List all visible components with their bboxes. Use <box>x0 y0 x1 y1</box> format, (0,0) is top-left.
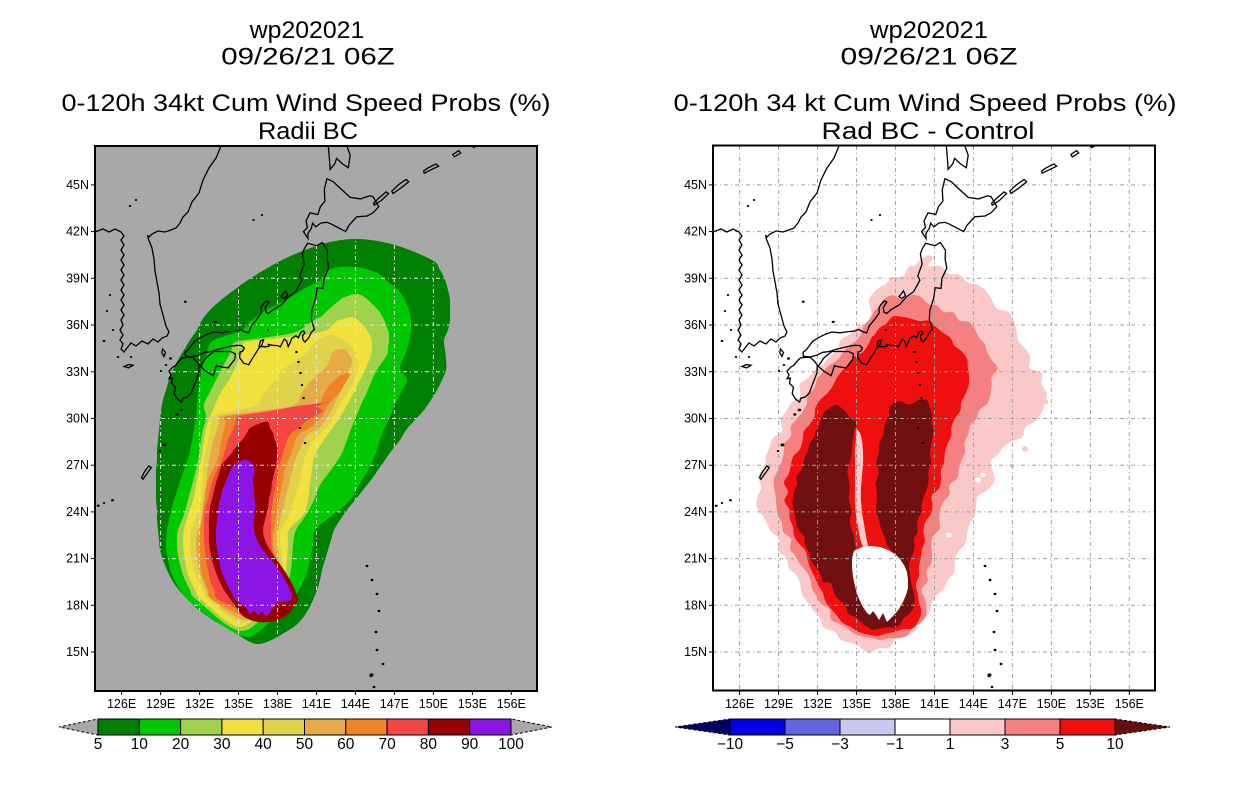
svg-text:141E: 141E <box>302 697 331 711</box>
svg-text:15N: 15N <box>684 645 707 659</box>
svg-text:09/26/21 06Z: 09/26/21 06Z <box>841 44 1018 71</box>
svg-text:90: 90 <box>461 736 479 753</box>
svg-text:3: 3 <box>1001 736 1010 753</box>
svg-text:132E: 132E <box>185 697 214 711</box>
svg-text:45N: 45N <box>684 178 707 192</box>
svg-text:24N: 24N <box>66 505 89 519</box>
svg-text:Radii BC: Radii BC <box>258 118 358 145</box>
svg-text:−3: −3 <box>831 736 849 753</box>
svg-text:126E: 126E <box>107 697 136 711</box>
svg-text:21N: 21N <box>66 552 89 566</box>
svg-text:−1: −1 <box>886 736 904 753</box>
svg-text:70: 70 <box>378 736 396 753</box>
svg-text:60: 60 <box>337 736 355 753</box>
svg-text:24N: 24N <box>684 505 707 519</box>
svg-text:18N: 18N <box>684 598 707 612</box>
svg-text:27N: 27N <box>684 458 707 472</box>
svg-text:wp202021: wp202021 <box>869 17 988 44</box>
svg-text:30: 30 <box>213 736 231 753</box>
svg-text:15N: 15N <box>66 645 89 659</box>
svg-text:156E: 156E <box>1115 697 1144 711</box>
svg-text:−5: −5 <box>776 736 794 753</box>
svg-text:147E: 147E <box>380 697 409 711</box>
svg-text:5: 5 <box>94 736 103 753</box>
svg-text:Rad BC - Control: Rad BC - Control <box>822 118 1035 145</box>
svg-text:36N: 36N <box>684 318 707 332</box>
svg-text:0-120h 34kt Cum Wind Speed Pro: 0-120h 34kt Cum Wind Speed Probs (%) <box>62 90 551 117</box>
svg-text:135E: 135E <box>842 697 871 711</box>
svg-text:50: 50 <box>296 736 314 753</box>
svg-text:0-120h 34 kt Cum Wind Speed Pr: 0-120h 34 kt Cum Wind Speed Probs (%) <box>674 90 1177 117</box>
svg-text:129E: 129E <box>146 697 175 711</box>
svg-text:10: 10 <box>1106 736 1124 753</box>
svg-text:132E: 132E <box>803 697 832 711</box>
svg-text:18N: 18N <box>66 598 89 612</box>
svg-text:141E: 141E <box>920 697 949 711</box>
svg-text:5: 5 <box>1056 736 1065 753</box>
svg-text:126E: 126E <box>725 697 754 711</box>
svg-text:39N: 39N <box>66 271 89 285</box>
svg-text:10: 10 <box>131 736 149 753</box>
svg-text:147E: 147E <box>998 697 1027 711</box>
svg-text:39N: 39N <box>684 271 707 285</box>
svg-text:138E: 138E <box>263 697 292 711</box>
svg-text:138E: 138E <box>881 697 910 711</box>
svg-text:100: 100 <box>498 736 524 753</box>
svg-text:150E: 150E <box>1037 697 1066 711</box>
svg-text:42N: 42N <box>684 225 707 239</box>
svg-text:144E: 144E <box>341 697 370 711</box>
svg-text:36N: 36N <box>66 318 89 332</box>
svg-text:153E: 153E <box>458 697 487 711</box>
svg-text:20: 20 <box>172 736 190 753</box>
svg-text:153E: 153E <box>1076 697 1105 711</box>
svg-text:−10: −10 <box>717 736 744 753</box>
svg-text:09/26/21 06Z: 09/26/21 06Z <box>221 44 395 71</box>
svg-text:33N: 33N <box>66 365 89 379</box>
svg-text:144E: 144E <box>959 697 988 711</box>
svg-text:wp202021: wp202021 <box>249 17 365 44</box>
svg-text:1: 1 <box>946 736 955 753</box>
svg-text:156E: 156E <box>497 697 526 711</box>
svg-text:42N: 42N <box>66 225 89 239</box>
svg-text:40: 40 <box>255 736 273 753</box>
svg-text:129E: 129E <box>764 697 793 711</box>
svg-text:30N: 30N <box>66 412 89 426</box>
svg-text:21N: 21N <box>684 552 707 566</box>
svg-text:80: 80 <box>420 736 438 753</box>
svg-text:135E: 135E <box>224 697 253 711</box>
svg-text:45N: 45N <box>66 178 89 192</box>
svg-text:150E: 150E <box>419 697 448 711</box>
svg-text:27N: 27N <box>66 458 89 472</box>
svg-text:30N: 30N <box>684 412 707 426</box>
svg-text:33N: 33N <box>684 365 707 379</box>
